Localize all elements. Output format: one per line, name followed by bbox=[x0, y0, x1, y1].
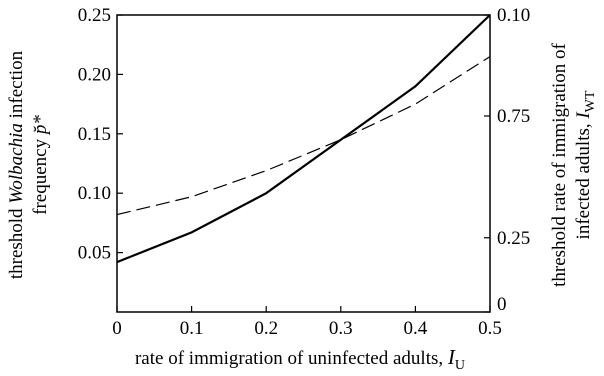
y-axis-label: threshold Wolbachia infection bbox=[6, 50, 27, 279]
x-tick-label: 0.2 bbox=[254, 318, 278, 339]
line bbox=[116, 56, 491, 216]
x-tick-label: 0.1 bbox=[180, 318, 204, 339]
y2-axis-label: threshold rate of immigration of bbox=[549, 42, 570, 286]
plot-frame bbox=[116, 14, 491, 313]
x-axis-label: rate of immigration of uninfected adults… bbox=[135, 345, 465, 373]
y2-tick-label: 0.75 bbox=[497, 106, 530, 127]
y-tick-label: 0.05 bbox=[78, 243, 111, 264]
x-tick-label: 0 bbox=[112, 318, 122, 339]
y2-tick-label: 0 bbox=[497, 294, 507, 315]
x-tick-label: 0.5 bbox=[478, 318, 502, 339]
x-tick-label: 0.3 bbox=[329, 318, 353, 339]
y-axis-label: frequency p̆* bbox=[30, 115, 51, 215]
x-tick-label: 0.4 bbox=[404, 318, 428, 339]
y-tick-label: 0.15 bbox=[78, 124, 111, 145]
y-tick-label: 0.20 bbox=[78, 64, 111, 85]
y2-tick-label: 0.10 bbox=[497, 5, 530, 26]
y-tick-label: 0.25 bbox=[78, 5, 111, 26]
y-tick-label: 0.10 bbox=[78, 183, 111, 204]
line bbox=[116, 14, 491, 264]
y2-axis-label: infected adults, IWT bbox=[573, 90, 598, 239]
y2-tick-label: 0.25 bbox=[497, 228, 530, 249]
